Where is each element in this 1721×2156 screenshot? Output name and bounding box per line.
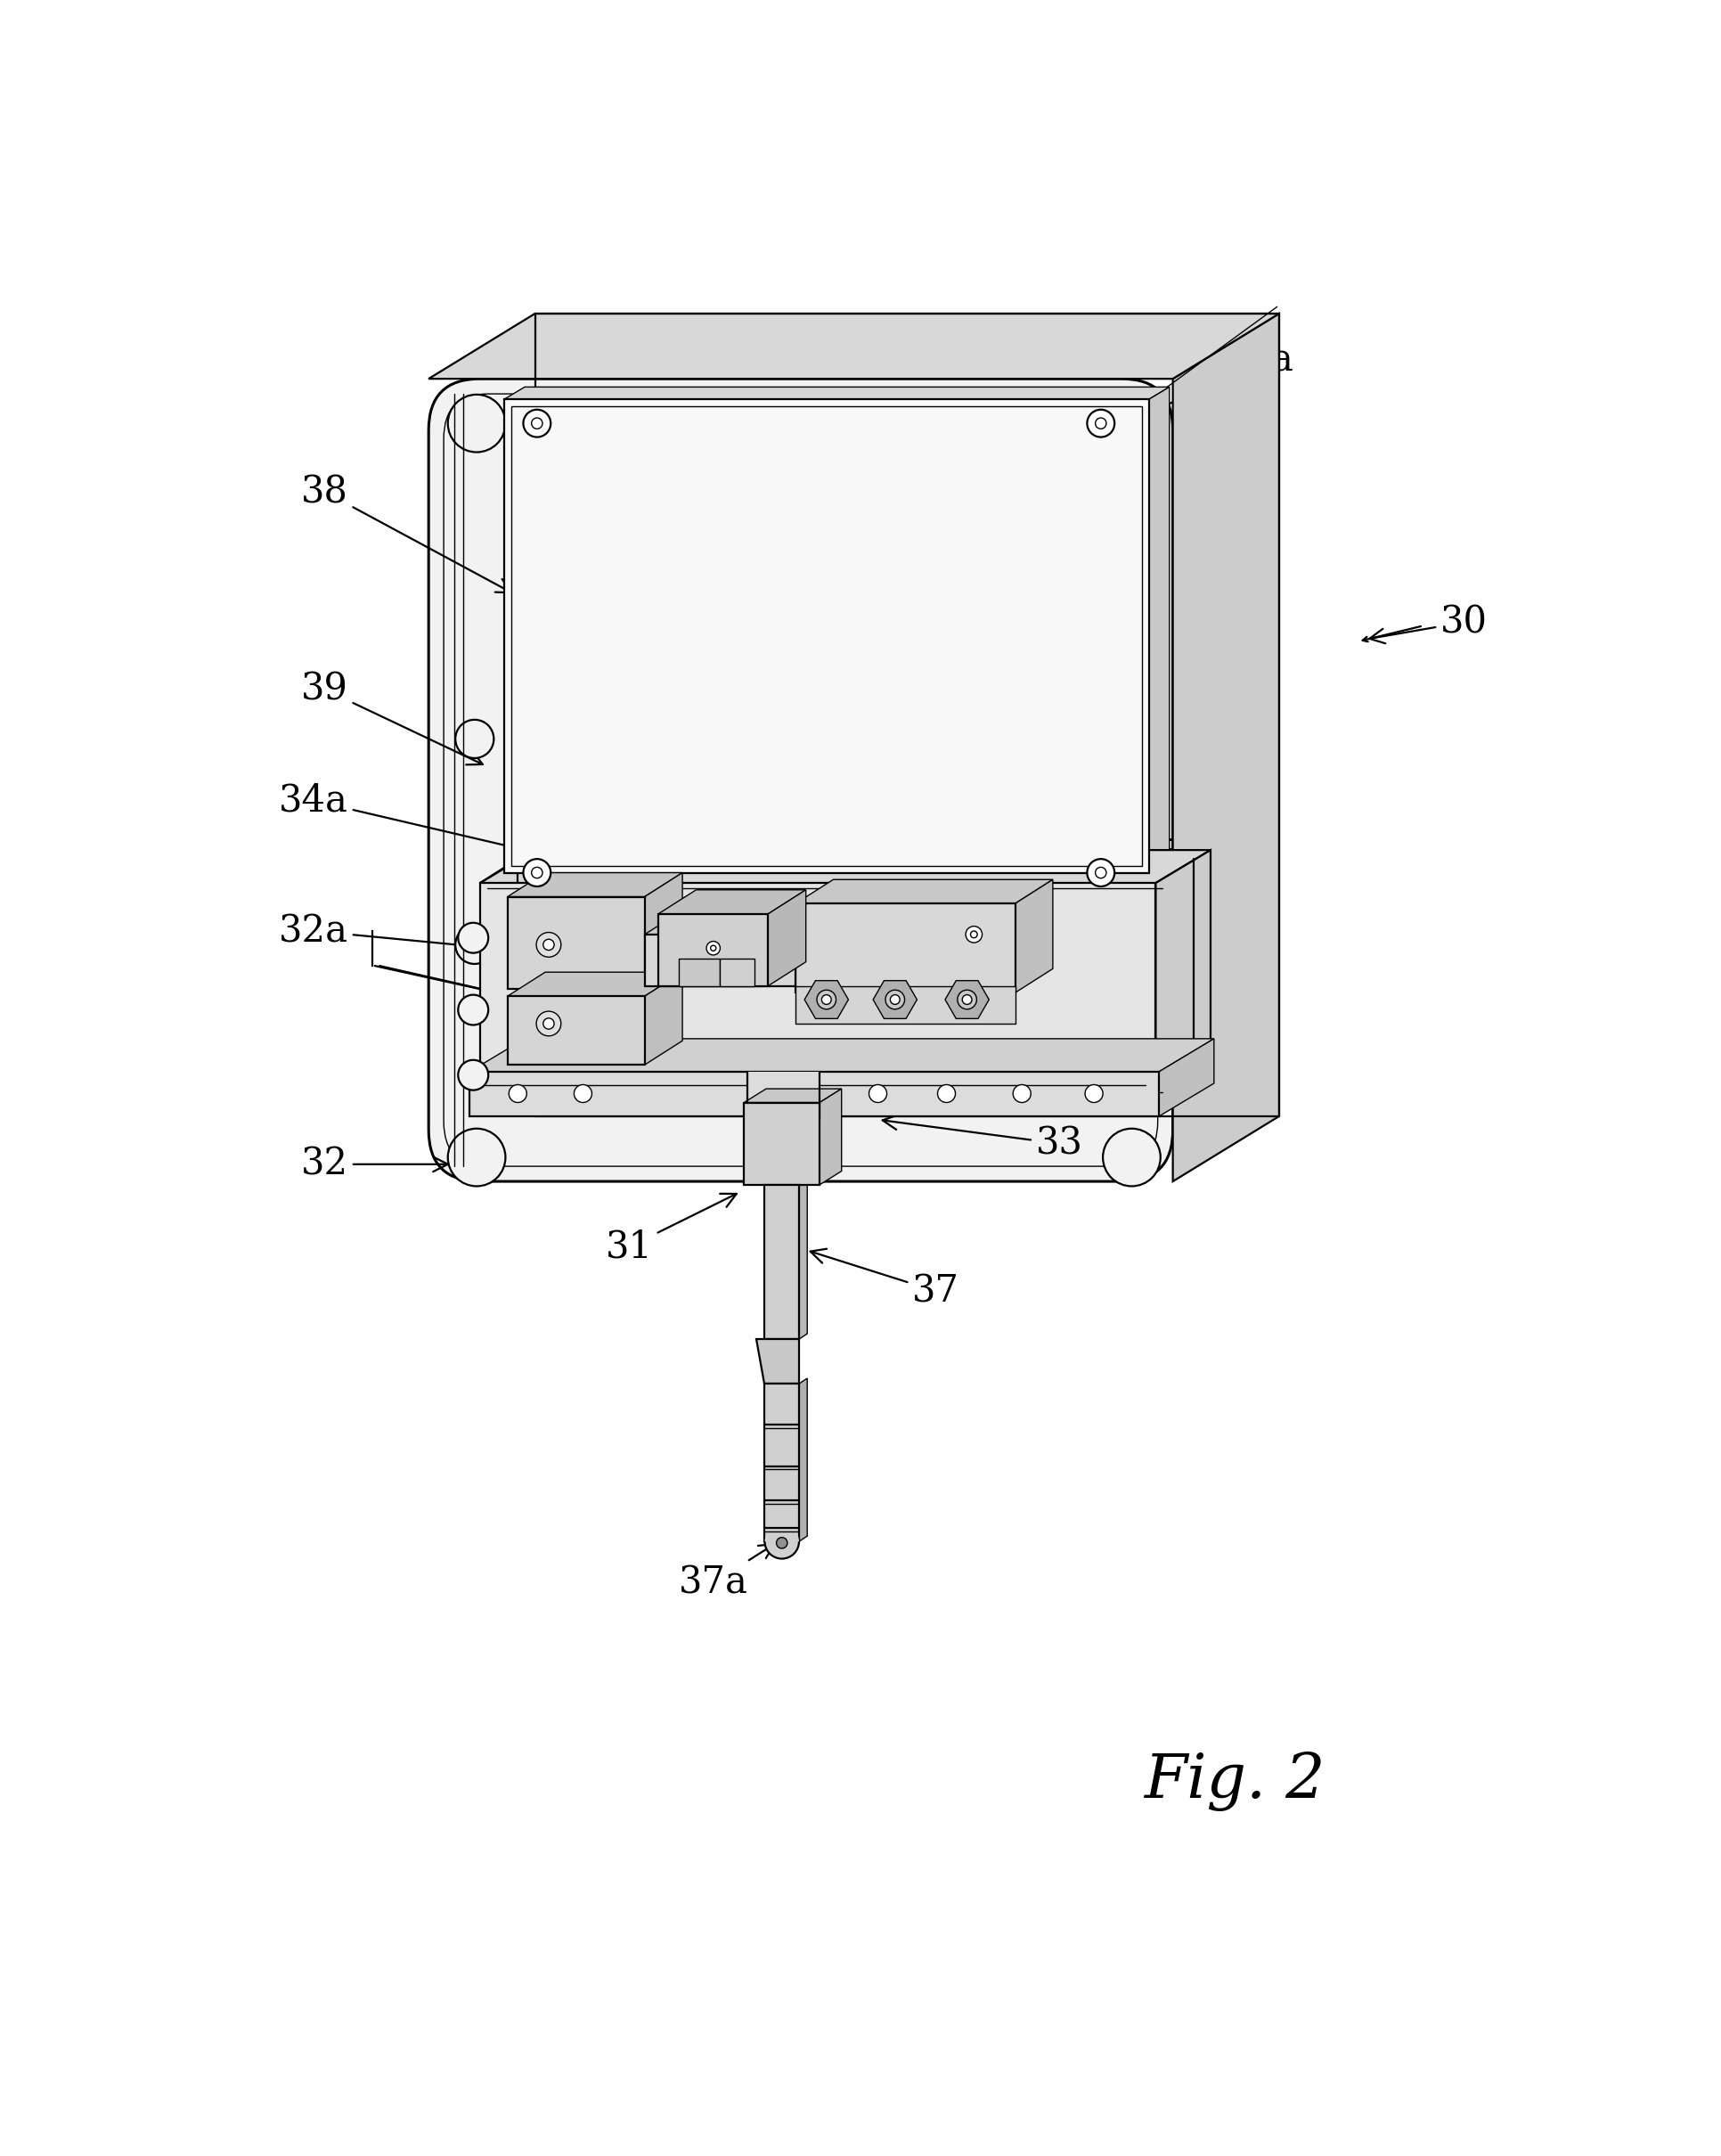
Text: 33: 33 [883, 1115, 1083, 1162]
Circle shape [938, 1084, 955, 1102]
Polygon shape [429, 313, 1279, 379]
Circle shape [523, 858, 551, 886]
Text: 32: 32 [301, 1145, 447, 1184]
Polygon shape [470, 1072, 1160, 1117]
Polygon shape [799, 1378, 807, 1542]
Polygon shape [480, 884, 1157, 1102]
Circle shape [537, 931, 561, 957]
Circle shape [764, 1524, 799, 1559]
Circle shape [1095, 418, 1107, 429]
Polygon shape [795, 903, 1015, 992]
Circle shape [456, 720, 494, 759]
Circle shape [1103, 395, 1160, 453]
Circle shape [1014, 1084, 1031, 1102]
Polygon shape [804, 981, 848, 1018]
Circle shape [458, 1061, 489, 1091]
Circle shape [1088, 410, 1115, 438]
Polygon shape [1160, 1039, 1213, 1117]
Circle shape [776, 1537, 788, 1548]
Polygon shape [508, 996, 645, 1065]
Text: 31: 31 [606, 1194, 737, 1266]
Text: 34a: 34a [279, 783, 544, 858]
Circle shape [1095, 867, 1107, 877]
Circle shape [537, 1011, 561, 1037]
Circle shape [456, 925, 494, 964]
Polygon shape [743, 1102, 819, 1186]
Polygon shape [764, 1384, 799, 1542]
FancyBboxPatch shape [429, 379, 1172, 1181]
Circle shape [544, 940, 554, 951]
Polygon shape [508, 897, 645, 990]
Circle shape [447, 1128, 506, 1186]
Polygon shape [1172, 313, 1279, 1181]
Polygon shape [645, 873, 683, 990]
Polygon shape [795, 880, 1053, 903]
Polygon shape [645, 934, 795, 985]
Circle shape [1117, 724, 1146, 755]
Text: 37a: 37a [678, 1544, 774, 1602]
Text: Fig. 2: Fig. 2 [1144, 1753, 1325, 1811]
Polygon shape [504, 399, 1150, 873]
Circle shape [711, 944, 716, 951]
Polygon shape [1172, 313, 1279, 1181]
Circle shape [971, 931, 978, 938]
Polygon shape [1015, 880, 1053, 992]
Polygon shape [945, 981, 990, 1018]
Polygon shape [508, 972, 683, 996]
Polygon shape [508, 873, 683, 897]
Circle shape [532, 867, 542, 877]
Text: 34: 34 [1015, 918, 1220, 987]
Polygon shape [645, 910, 833, 934]
Circle shape [575, 1084, 592, 1102]
Polygon shape [504, 388, 1169, 399]
Circle shape [885, 990, 905, 1009]
Circle shape [962, 994, 972, 1005]
Polygon shape [873, 981, 917, 1018]
Polygon shape [470, 1039, 1213, 1072]
Text: 35: 35 [945, 837, 1179, 923]
Circle shape [821, 994, 831, 1005]
Circle shape [817, 990, 836, 1009]
Text: 39: 39 [301, 671, 482, 765]
Text: 30a: 30a [1136, 341, 1294, 420]
Text: 30: 30 [1370, 604, 1487, 642]
Polygon shape [819, 1089, 842, 1186]
Text: 37: 37 [811, 1248, 959, 1311]
Circle shape [965, 927, 983, 942]
Polygon shape [659, 914, 768, 985]
Circle shape [458, 923, 489, 953]
Text: 36: 36 [978, 498, 1155, 627]
Text: 35a: 35a [1000, 1061, 1243, 1097]
Circle shape [523, 410, 551, 438]
Polygon shape [1157, 849, 1210, 1102]
Polygon shape [764, 1186, 799, 1339]
Polygon shape [1150, 388, 1169, 873]
Polygon shape [429, 313, 1279, 379]
Polygon shape [645, 972, 683, 1065]
Circle shape [706, 942, 719, 955]
Text: 38: 38 [301, 474, 511, 593]
Polygon shape [680, 959, 719, 985]
Polygon shape [719, 959, 754, 985]
Text: 32a: 32a [279, 912, 523, 957]
Polygon shape [768, 890, 805, 985]
Polygon shape [480, 849, 1210, 884]
Circle shape [458, 994, 489, 1024]
Polygon shape [743, 1089, 842, 1102]
Circle shape [447, 395, 506, 453]
Circle shape [957, 990, 978, 1009]
Polygon shape [747, 1072, 819, 1119]
Circle shape [509, 1084, 527, 1102]
Circle shape [1103, 1128, 1160, 1186]
Polygon shape [799, 1179, 807, 1339]
Polygon shape [659, 890, 805, 914]
Circle shape [1084, 1084, 1103, 1102]
Circle shape [544, 1018, 554, 1028]
Circle shape [869, 1084, 886, 1102]
Circle shape [1088, 858, 1115, 886]
Circle shape [532, 418, 542, 429]
Polygon shape [757, 1339, 799, 1384]
Circle shape [890, 994, 900, 1005]
Polygon shape [795, 985, 1015, 1024]
